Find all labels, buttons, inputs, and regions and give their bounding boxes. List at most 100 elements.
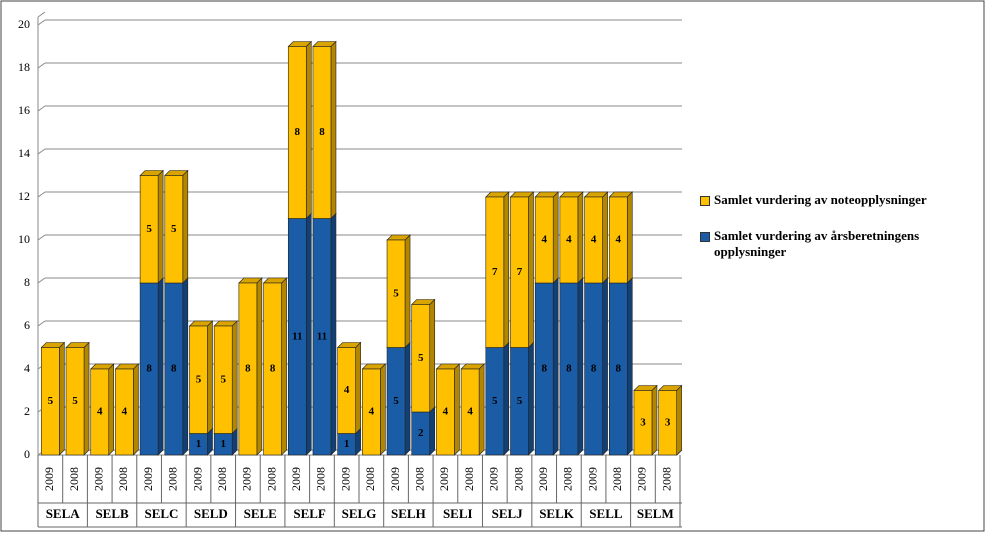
group-label: SELJ bbox=[492, 506, 524, 521]
y-tick-label: 8 bbox=[24, 275, 30, 289]
bar-side bbox=[602, 277, 608, 456]
bar bbox=[485, 196, 505, 348]
data-label: 4 bbox=[344, 384, 350, 396]
data-label: 8 bbox=[566, 363, 572, 375]
bar-side bbox=[330, 212, 337, 456]
data-label: 3 bbox=[665, 416, 671, 428]
x-tick-label: 2008 bbox=[166, 467, 180, 491]
x-tick-label: 2009 bbox=[338, 467, 352, 491]
x-tick-label: 2009 bbox=[487, 467, 501, 491]
bar bbox=[534, 196, 554, 284]
bar-side bbox=[528, 341, 534, 456]
y-tick-label: 16 bbox=[18, 103, 30, 117]
group-label: SELL bbox=[589, 506, 623, 521]
bar bbox=[386, 239, 406, 348]
bar-side bbox=[182, 277, 189, 456]
bar bbox=[65, 347, 85, 456]
bar-side bbox=[305, 40, 312, 220]
data-label: 4 bbox=[566, 234, 572, 246]
group-label: SELB bbox=[95, 506, 129, 521]
x-tick-label: 2008 bbox=[412, 467, 426, 491]
data-label: 1 bbox=[196, 438, 202, 450]
bar-side bbox=[552, 191, 559, 284]
bar-side bbox=[503, 191, 510, 349]
grid-line bbox=[37, 105, 46, 112]
legend-label: Samlet vurdering av årsberetningens oppl… bbox=[714, 228, 920, 259]
x-tick-label: 2008 bbox=[462, 467, 476, 491]
group-label: SELA bbox=[46, 506, 81, 521]
data-label: 8 bbox=[245, 363, 251, 375]
bar-side bbox=[626, 191, 633, 284]
bar-side bbox=[231, 320, 238, 435]
legend-swatch bbox=[700, 232, 710, 242]
x-tick-label: 2009 bbox=[635, 467, 649, 491]
data-label: 5 bbox=[220, 373, 226, 385]
bar bbox=[189, 325, 208, 434]
x-tick-label: 2008 bbox=[561, 467, 575, 491]
bar-side bbox=[305, 212, 312, 456]
legend-item: Samlet vurdering av årsberetningens oppl… bbox=[700, 228, 970, 260]
bar bbox=[510, 196, 529, 348]
bar-side bbox=[404, 341, 411, 456]
data-label: 8 bbox=[616, 363, 622, 375]
data-label: 5 bbox=[196, 373, 202, 385]
bar bbox=[411, 304, 431, 413]
bar bbox=[263, 282, 282, 456]
data-label: 8 bbox=[295, 126, 301, 138]
group-label: SELD bbox=[194, 506, 228, 521]
bar-side bbox=[330, 40, 337, 220]
bar bbox=[213, 325, 233, 434]
bar-side bbox=[404, 234, 411, 349]
data-label: 1 bbox=[344, 438, 350, 450]
data-label: 3 bbox=[640, 416, 646, 428]
data-label: 4 bbox=[443, 406, 449, 418]
bar bbox=[633, 390, 653, 456]
y-tick-label: 4 bbox=[24, 361, 30, 375]
x-tick-label: 2008 bbox=[67, 467, 81, 491]
data-label: 5 bbox=[146, 223, 152, 235]
x-tick-label: 2008 bbox=[363, 467, 377, 491]
bar-side bbox=[626, 277, 633, 456]
bar-side bbox=[182, 169, 189, 284]
y-tick-label: 20 bbox=[18, 17, 30, 31]
wall-edge bbox=[37, 11, 46, 18]
bar bbox=[658, 390, 677, 456]
data-label: 5 bbox=[171, 223, 177, 235]
bar-side bbox=[108, 363, 115, 456]
bar-side bbox=[429, 406, 436, 456]
data-label: 4 bbox=[369, 406, 375, 418]
y-tick-label: 12 bbox=[18, 189, 30, 203]
data-label: 8 bbox=[270, 363, 276, 375]
bar bbox=[238, 282, 258, 456]
group-label: SELE bbox=[244, 506, 277, 521]
bar-side bbox=[552, 277, 559, 456]
bar-side bbox=[256, 277, 263, 456]
data-label: 5 bbox=[517, 395, 523, 407]
bar bbox=[337, 347, 356, 434]
bar bbox=[559, 196, 579, 284]
bar-side bbox=[207, 320, 213, 435]
data-label: 4 bbox=[616, 234, 622, 246]
bar-side bbox=[577, 191, 584, 284]
y-tick-label: 0 bbox=[24, 447, 30, 461]
data-label: 7 bbox=[517, 266, 523, 278]
data-label: 7 bbox=[492, 266, 498, 278]
x-tick-label: 2009 bbox=[190, 467, 204, 491]
bar bbox=[584, 196, 603, 284]
data-label: 1 bbox=[220, 438, 226, 450]
data-label: 4 bbox=[541, 234, 547, 246]
x-tick-label: 2009 bbox=[141, 467, 155, 491]
x-tick-label: 2008 bbox=[610, 467, 624, 491]
data-label: 5 bbox=[393, 287, 399, 299]
x-tick-label: 2008 bbox=[314, 467, 328, 491]
data-label: 5 bbox=[72, 395, 78, 407]
data-label: 4 bbox=[97, 406, 103, 418]
bar bbox=[115, 368, 134, 456]
legend: Samlet vurdering av noteopplysninger Saml… bbox=[700, 192, 970, 280]
bar-side bbox=[157, 277, 164, 456]
grid-line bbox=[37, 234, 46, 241]
bar bbox=[139, 175, 159, 284]
data-label: 11 bbox=[317, 330, 327, 342]
grid-line bbox=[37, 148, 46, 155]
